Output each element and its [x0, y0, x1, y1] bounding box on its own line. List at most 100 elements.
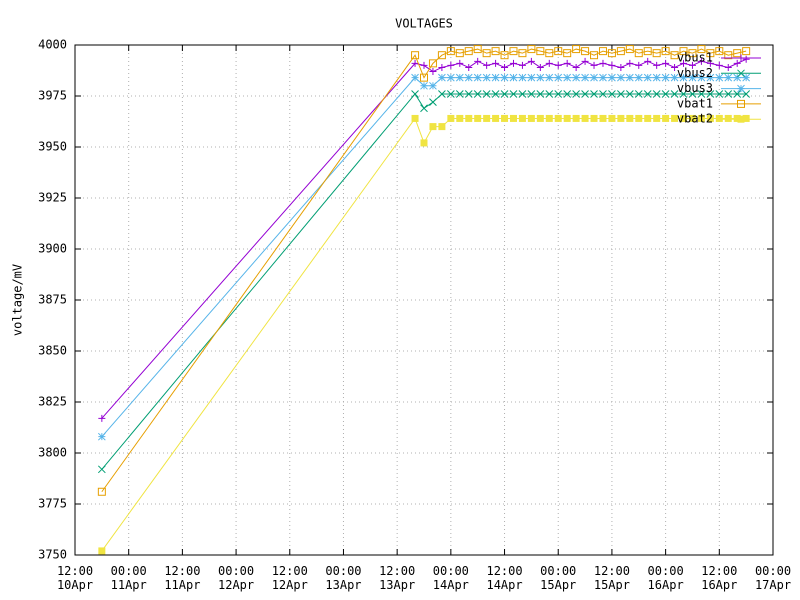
marker [697, 45, 706, 54]
marker [464, 73, 473, 82]
marker [581, 114, 589, 122]
marker [491, 73, 500, 82]
marker [545, 49, 554, 58]
marker [715, 73, 724, 82]
marker [492, 114, 500, 122]
marker [465, 114, 473, 122]
marker [518, 49, 527, 58]
marker [688, 49, 697, 58]
marker [661, 73, 670, 82]
marker [563, 59, 571, 67]
marker [482, 73, 491, 82]
marker [438, 63, 446, 71]
marker [411, 90, 419, 98]
marker [500, 90, 509, 98]
marker [706, 59, 714, 67]
marker [437, 51, 446, 60]
marker [483, 114, 491, 122]
series [97, 90, 751, 474]
marker [715, 47, 724, 56]
marker [527, 45, 536, 54]
marker [536, 90, 545, 98]
marker [428, 59, 437, 68]
marker [679, 90, 688, 98]
x-tick-label: 00:00 11Apr [111, 564, 147, 592]
marker [482, 49, 491, 58]
y-axis-label: voltage/mV [11, 264, 25, 336]
marker [98, 414, 106, 422]
marker [625, 73, 634, 82]
marker [742, 55, 750, 63]
marker [563, 49, 572, 58]
legend-label: vbus2 [677, 66, 713, 80]
legend-marker [737, 54, 745, 62]
marker [509, 47, 518, 56]
marker [671, 114, 679, 122]
marker [572, 45, 581, 54]
x-tick-label: 12:00 16Apr [701, 564, 737, 592]
marker [742, 114, 750, 122]
marker [464, 47, 473, 56]
marker [554, 73, 563, 82]
marker [715, 90, 724, 98]
y-tick-label: 3825 [38, 395, 67, 409]
marker [617, 114, 625, 122]
marker [688, 90, 697, 98]
marker [411, 114, 419, 122]
marker [420, 61, 428, 69]
marker [527, 90, 536, 98]
marker [429, 123, 437, 131]
y-tick-label: 3800 [38, 446, 67, 460]
marker [617, 73, 625, 82]
marker [590, 51, 599, 60]
marker [536, 47, 545, 56]
marker [420, 73, 428, 82]
marker [492, 59, 500, 67]
marker [446, 73, 455, 82]
marker [652, 49, 661, 58]
marker [662, 114, 670, 122]
marker [733, 59, 741, 67]
marker [688, 61, 696, 69]
marker [438, 90, 446, 98]
marker [733, 49, 742, 58]
legend-marker [737, 69, 745, 78]
marker [697, 57, 705, 65]
marker [491, 90, 500, 98]
marker [635, 114, 643, 122]
marker [518, 90, 527, 98]
marker [554, 114, 562, 122]
marker [608, 90, 616, 98]
legend-marker [737, 115, 745, 123]
marker [501, 114, 509, 122]
marker [706, 49, 715, 58]
series [97, 45, 751, 496]
marker [644, 57, 652, 65]
marker [697, 73, 706, 82]
marker [572, 90, 580, 98]
marker [455, 49, 464, 58]
marker [572, 73, 580, 82]
y-tick-label: 3875 [38, 293, 67, 307]
marker [545, 59, 553, 67]
marker [599, 73, 607, 82]
marker [724, 63, 732, 71]
marker [473, 73, 482, 82]
marker [742, 73, 751, 82]
marker [491, 47, 500, 56]
y-tick-label: 3775 [38, 497, 67, 511]
marker [680, 59, 688, 67]
marker [679, 73, 688, 82]
marker [527, 57, 535, 65]
marker [599, 114, 607, 122]
marker [527, 73, 536, 82]
marker [98, 547, 106, 555]
x-tick-label: 00:00 16Apr [648, 564, 684, 592]
marker [661, 90, 670, 98]
marker [643, 90, 652, 98]
legend-label: vbat1 [677, 96, 713, 110]
marker [545, 73, 554, 82]
marker [411, 51, 420, 60]
x-tick-label: 12:00 14Apr [486, 564, 522, 592]
marker [447, 114, 455, 122]
